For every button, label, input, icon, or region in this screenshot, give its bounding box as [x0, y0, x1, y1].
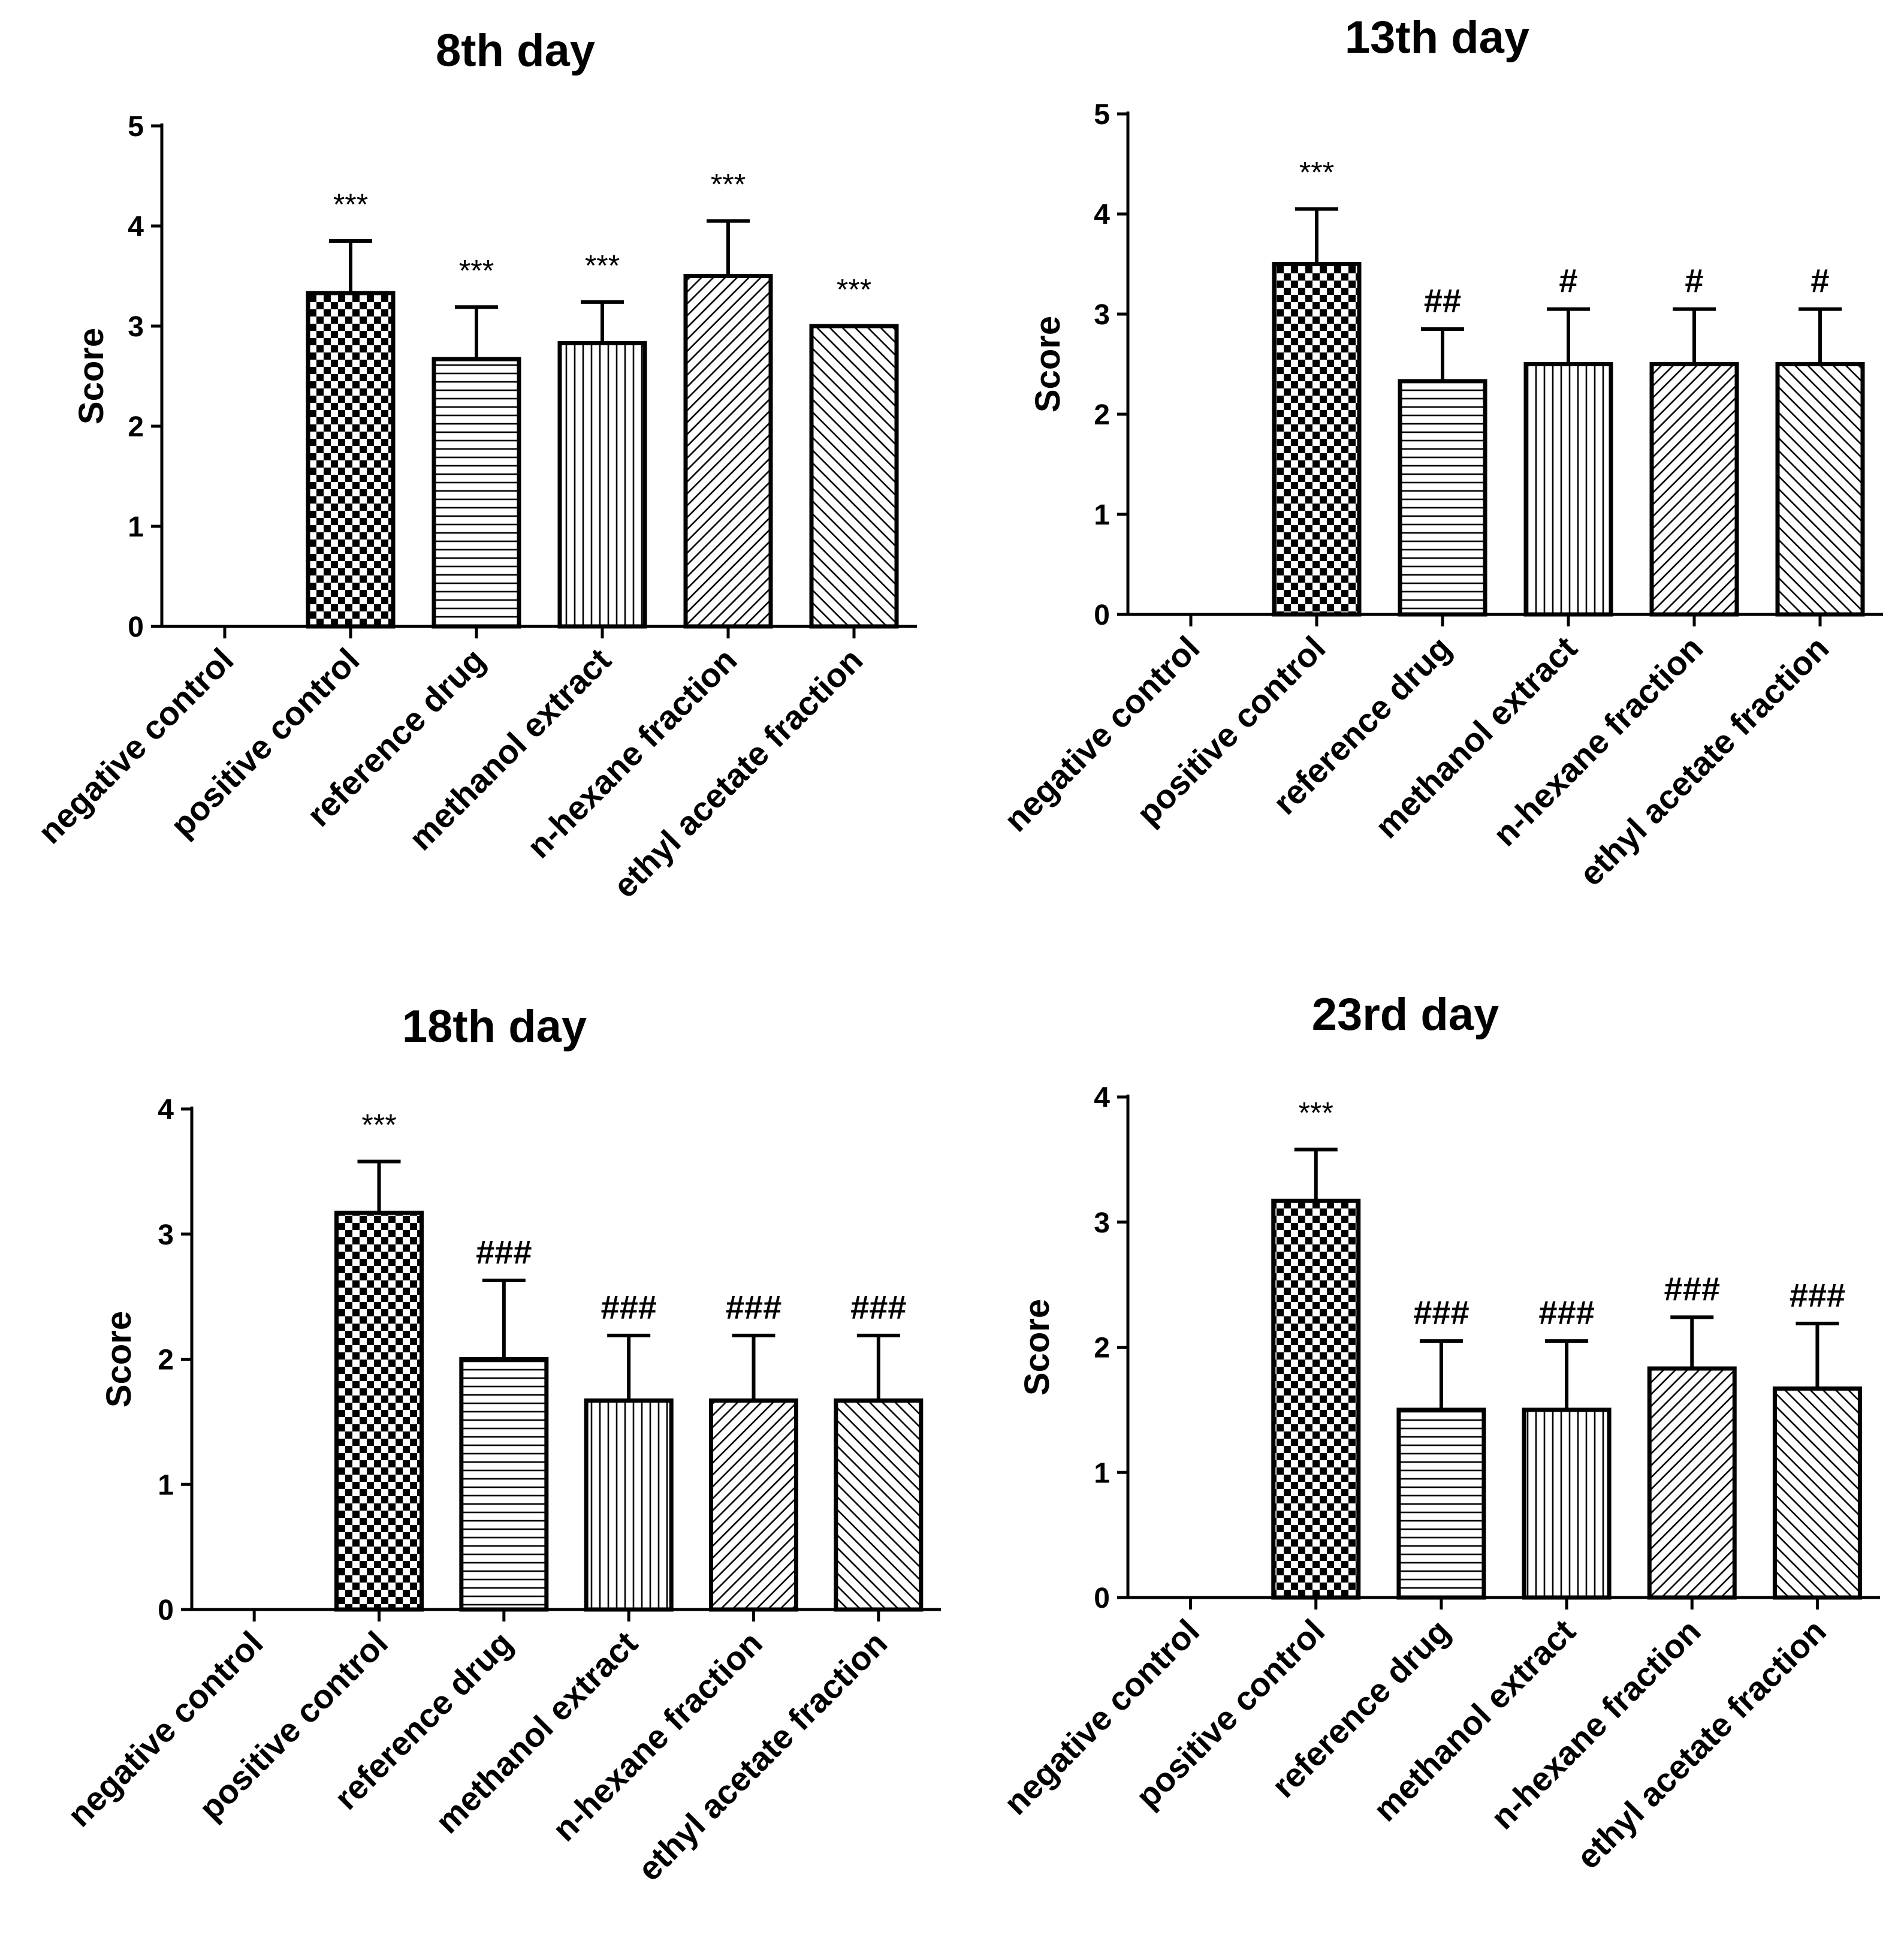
bar-n-hexane-fraction [1649, 362, 1739, 617]
significance-label: ### [1664, 1270, 1720, 1307]
significance-label: *** [361, 1108, 396, 1142]
significance-label: *** [333, 188, 368, 221]
y-tick-label: 2 [1094, 1333, 1110, 1364]
bar-methanol-extract [1522, 1407, 1612, 1600]
significance-label: *** [459, 254, 494, 287]
bar-methanol-extract [1523, 362, 1613, 617]
significance-label: ### [850, 1288, 906, 1326]
y-axis-label: Score [99, 1311, 138, 1407]
x-category-label: n-hexane fraction [1486, 629, 1710, 854]
x-category-label: n-hexane fraction [545, 1624, 770, 1849]
bar-ethyl-acetate-fraction [834, 1398, 924, 1612]
significance-label: ### [1538, 1294, 1594, 1331]
bar-ethyl-acetate-fraction [1772, 1386, 1862, 1600]
y-tick-label: 0 [158, 1595, 174, 1626]
x-category-label: ethyl acetate fraction [606, 641, 870, 905]
bar-reference-drug [432, 357, 521, 629]
significance-label: ### [726, 1288, 781, 1326]
bar-n-hexane-fraction [1647, 1366, 1737, 1600]
y-axis-label: Score [1018, 1299, 1057, 1396]
significance-label: ### [1790, 1276, 1845, 1314]
y-axis-label: Score [1028, 316, 1067, 412]
y-tick-label: 1 [1094, 1457, 1110, 1489]
x-category-label: ethyl acetate fraction [630, 1624, 895, 1888]
y-tick-label: 4 [128, 211, 144, 243]
bar-methanol-extract [557, 340, 647, 629]
chart-title: 13th day [1345, 12, 1529, 63]
y-tick-label: 2 [1094, 399, 1110, 431]
y-tick-label: 4 [1094, 199, 1110, 231]
y-tick-label: 0 [1094, 599, 1110, 631]
y-tick-label: 4 [158, 1094, 174, 1126]
significance-label: # [1685, 262, 1703, 300]
y-tick-label: 1 [1094, 499, 1110, 531]
chart-title: 8th day [436, 25, 595, 76]
significance-label: *** [1299, 1096, 1333, 1130]
significance-label: *** [585, 249, 620, 282]
bar-positive-control [1272, 262, 1362, 617]
significance-label: ## [1424, 282, 1461, 320]
y-tick-label: 5 [128, 111, 144, 143]
significance-label: ### [601, 1288, 656, 1326]
chart-title: 23rd day [1312, 989, 1499, 1040]
y-tick-label: 5 [1094, 99, 1110, 131]
y-tick-label: 3 [128, 311, 144, 343]
chart-title: 18th day [402, 1001, 587, 1052]
y-tick-label: 3 [1094, 1207, 1110, 1239]
significance-label: *** [711, 168, 746, 201]
significance-label: *** [837, 273, 871, 306]
y-tick-label: 1 [128, 511, 144, 543]
bar-ethyl-acetate-fraction [1775, 362, 1865, 617]
bar-positive-control [1271, 1198, 1361, 1600]
x-category-label: ethyl acetate fraction [1572, 629, 1836, 893]
significance-label: # [1811, 262, 1829, 300]
bar-positive-control [334, 1210, 424, 1612]
y-axis-label: Score [72, 328, 111, 424]
y-tick-label: 4 [1094, 1082, 1110, 1114]
significance-label: ### [476, 1233, 532, 1271]
y-tick-label: 2 [128, 411, 144, 443]
y-tick-label: 3 [158, 1219, 174, 1251]
y-tick-label: 1 [158, 1469, 174, 1501]
bar-reference-drug [1396, 1407, 1486, 1600]
y-tick-label: 3 [1094, 299, 1110, 331]
x-category-label: ethyl acetate fraction [1569, 1612, 1833, 1876]
significance-label: ### [1413, 1294, 1469, 1331]
y-tick-label: 0 [1094, 1583, 1110, 1614]
bar-ethyl-acetate-fraction [809, 324, 899, 629]
bar-n-hexane-fraction [683, 274, 773, 629]
x-category-label: n-hexane fraction [1483, 1612, 1708, 1837]
y-tick-label: 0 [128, 611, 144, 643]
y-tick-label: 2 [158, 1345, 174, 1376]
bar-positive-control [306, 291, 396, 629]
bar-methanol-extract [584, 1398, 674, 1612]
significance-label: # [1559, 262, 1577, 300]
x-category-label: n-hexane fraction [520, 641, 744, 866]
bar-reference-drug [459, 1357, 549, 1612]
bar-reference-drug [1398, 379, 1487, 617]
bar-n-hexane-fraction [709, 1398, 798, 1612]
significance-label: *** [1299, 156, 1334, 189]
